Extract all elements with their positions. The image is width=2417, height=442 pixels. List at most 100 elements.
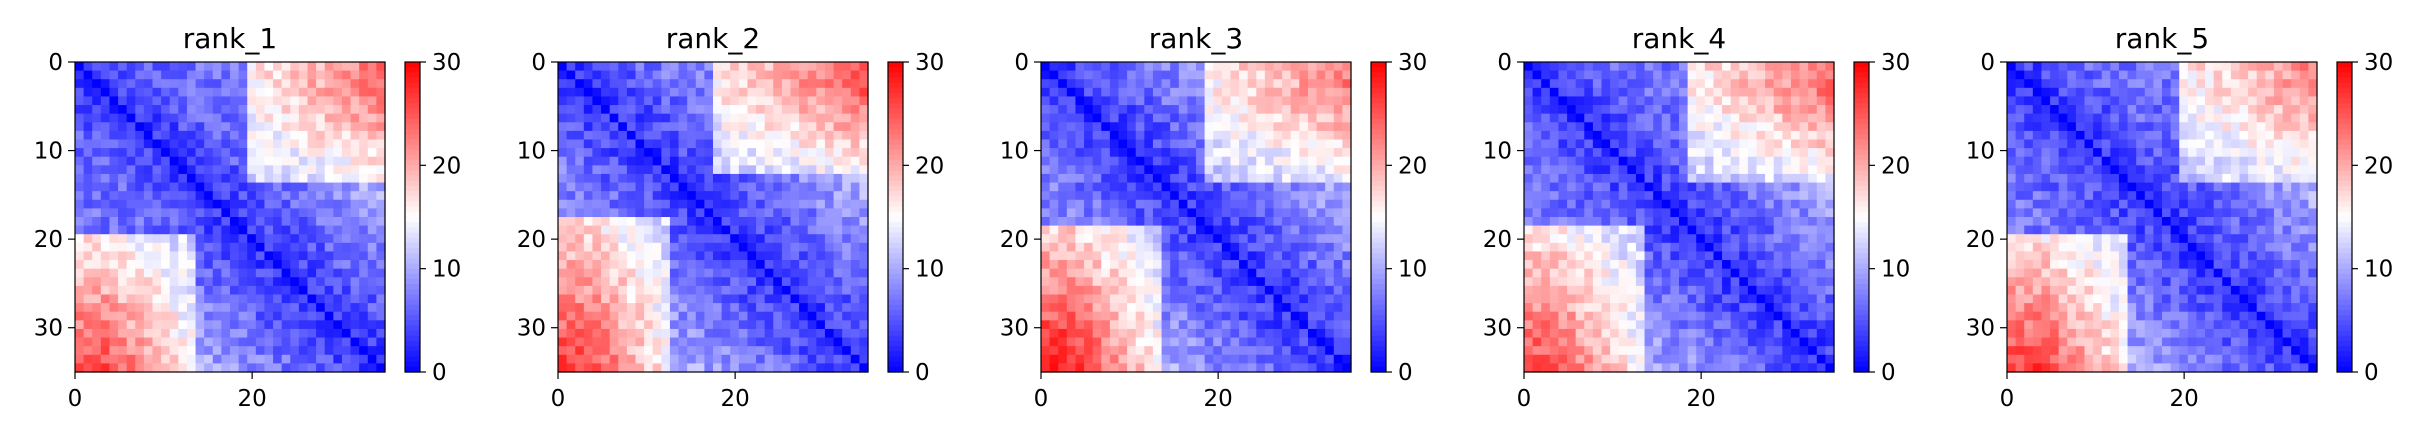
heatmap-cell xyxy=(213,303,222,312)
heatmap-cell xyxy=(135,62,144,71)
heatmap-cell xyxy=(135,131,144,140)
heatmap-cell xyxy=(247,217,256,226)
heatmap-cell xyxy=(1162,243,1171,252)
heatmap-cell xyxy=(1075,62,1084,71)
heatmap-cell xyxy=(1058,114,1067,123)
heatmap-cell xyxy=(1153,183,1162,192)
colorbar-segment xyxy=(1371,305,1386,311)
heatmap-cell xyxy=(1162,200,1171,209)
heatmap-cell xyxy=(1248,286,1257,295)
heatmap-cell xyxy=(376,88,385,97)
heatmap-cell xyxy=(1248,260,1257,269)
heatmap-cell xyxy=(1602,234,1611,243)
heatmap-cell xyxy=(601,131,610,140)
heatmap-cell xyxy=(1705,217,1714,226)
heatmap-cell xyxy=(239,277,248,286)
heatmap-cell xyxy=(1342,269,1351,278)
heatmap-cell xyxy=(713,208,722,217)
heatmap-cell xyxy=(567,131,576,140)
heatmap-cell xyxy=(1101,295,1110,304)
heatmap-cell xyxy=(1256,165,1265,174)
heatmap-cell xyxy=(739,200,748,209)
heatmap-cell xyxy=(1136,165,1145,174)
colorbar-segment xyxy=(405,67,420,73)
heatmap-cell xyxy=(247,183,256,192)
heatmap-cell xyxy=(670,96,679,105)
heatmap-cell xyxy=(1696,226,1705,235)
heatmap-cell xyxy=(1825,114,1834,123)
heatmap-cell xyxy=(575,277,584,286)
heatmap-cell xyxy=(782,165,791,174)
heatmap-cell xyxy=(101,148,110,157)
colorbar-segment xyxy=(888,305,903,311)
heatmap-cell xyxy=(342,157,351,166)
heatmap-cell xyxy=(1179,320,1188,329)
heatmap-cell xyxy=(1757,183,1766,192)
heatmap-cell xyxy=(333,114,342,123)
heatmap-cell xyxy=(1791,114,1800,123)
heatmap-cell xyxy=(816,105,825,114)
heatmap-cell xyxy=(816,191,825,200)
heatmap-cell xyxy=(1084,355,1093,364)
heatmap-cell xyxy=(92,148,101,157)
heatmap-cell xyxy=(1282,191,1291,200)
heatmap-cell xyxy=(1334,148,1343,157)
heatmap-cell xyxy=(1713,140,1722,149)
heatmap-cell xyxy=(773,191,782,200)
heatmap-cell xyxy=(799,157,808,166)
heatmap-cell xyxy=(1739,251,1748,260)
heatmap-cell xyxy=(1705,260,1714,269)
heatmap-cell xyxy=(376,320,385,329)
heatmap-cell xyxy=(610,226,619,235)
heatmap-cell xyxy=(213,165,222,174)
heatmap-cell xyxy=(342,96,351,105)
heatmap-cell xyxy=(204,200,213,209)
heatmap-cell xyxy=(1308,329,1317,338)
heatmap-cell xyxy=(75,277,84,286)
heatmap-cell xyxy=(627,183,636,192)
heatmap-cell xyxy=(316,320,325,329)
heatmap-cell xyxy=(1239,140,1248,149)
heatmap-cell xyxy=(333,96,342,105)
heatmap-cell xyxy=(178,226,187,235)
heatmap-cell xyxy=(756,122,765,131)
heatmap-cell xyxy=(1636,157,1645,166)
heatmap-cell xyxy=(1119,191,1128,200)
heatmap-cell xyxy=(1222,217,1231,226)
heatmap-cell xyxy=(1222,312,1231,321)
heatmap-cell xyxy=(316,217,325,226)
heatmap-cell xyxy=(221,217,230,226)
heatmap-cell xyxy=(575,226,584,235)
heatmap-cell xyxy=(1696,165,1705,174)
heatmap-cell xyxy=(722,208,731,217)
heatmap-cell xyxy=(1817,200,1826,209)
heatmap-cell xyxy=(316,363,325,372)
heatmap-cell xyxy=(204,114,213,123)
heatmap-cell xyxy=(782,363,791,372)
heatmap-cell xyxy=(765,200,774,209)
heatmap-cell xyxy=(1550,96,1559,105)
heatmap-cell xyxy=(109,355,118,364)
heatmap-cell xyxy=(1334,320,1343,329)
heatmap-cell xyxy=(342,320,351,329)
heatmap-cell xyxy=(1342,140,1351,149)
heatmap-cell xyxy=(713,329,722,338)
heatmap-cell xyxy=(1541,148,1550,157)
heatmap-cell xyxy=(592,200,601,209)
heatmap-cell xyxy=(153,312,162,321)
heatmap-cell xyxy=(799,277,808,286)
heatmap-cell xyxy=(1050,269,1059,278)
heatmap-cell xyxy=(1084,140,1093,149)
heatmap-cell xyxy=(1550,234,1559,243)
heatmap-cell xyxy=(1248,88,1257,97)
heatmap-cell xyxy=(722,346,731,355)
heatmap-cell xyxy=(1679,191,1688,200)
heatmap-cell xyxy=(1136,148,1145,157)
heatmap-cell xyxy=(1162,114,1171,123)
heatmap-cell xyxy=(1136,277,1145,286)
heatmap-cell xyxy=(1050,122,1059,131)
heatmap-cell xyxy=(1808,62,1817,71)
colorbar-segment xyxy=(888,300,903,306)
heatmap-cell xyxy=(679,71,688,80)
heatmap-cell xyxy=(1075,174,1084,183)
